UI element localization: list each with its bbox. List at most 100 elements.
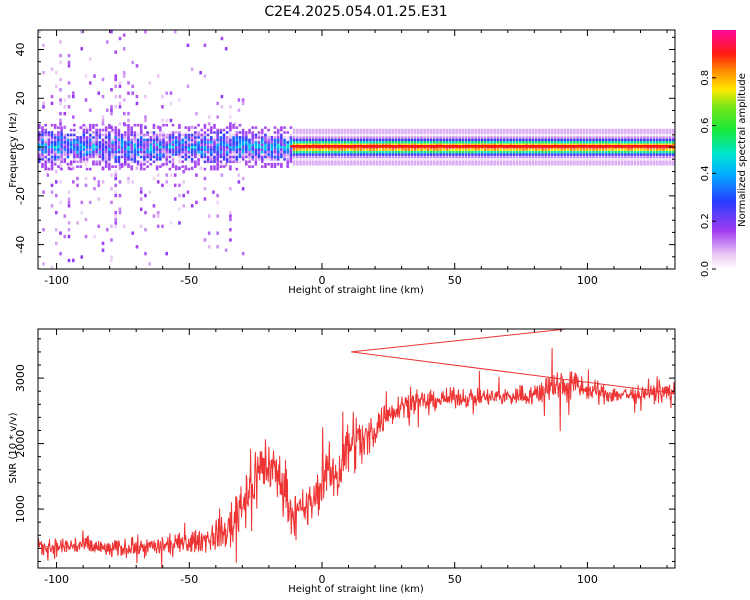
spectrogram-cell (127, 153, 130, 156)
spectrogram-cell (241, 138, 245, 142)
spectrogram-cell (50, 143, 54, 147)
spectrogram-cell (156, 173, 160, 177)
spectrogram-cell (136, 143, 140, 147)
spectrogram-cell (267, 145, 270, 149)
spectrogram-cell (207, 122, 211, 126)
spectrogram-cell (38, 153, 41, 156)
spectrogram-cell (206, 136, 210, 139)
spectrogram-cell (518, 140, 522, 144)
spectrogram-cell (73, 140, 76, 144)
spectrogram-cell (665, 136, 669, 139)
spectrogram-cell (611, 155, 614, 159)
spectrogram-cell (206, 160, 210, 164)
spectrogram-cell (334, 143, 337, 147)
spectrogram-cell (257, 155, 261, 159)
spectrogram-cell (410, 133, 414, 137)
spectrogram-cell (553, 128, 557, 132)
spectrogram-cell (404, 136, 407, 139)
spectrogram-cell (569, 131, 573, 134)
spectrogram-cell (378, 162, 382, 166)
spectrogram-cell (84, 74, 88, 78)
spectrogram-cell (224, 248, 228, 252)
spectrogram-cell (522, 143, 525, 147)
spectrogram-cell (104, 138, 108, 142)
spectrogram-cell (200, 128, 204, 132)
spectrogram-cell (190, 160, 194, 164)
spectrogram-cell (245, 131, 248, 134)
spectrogram-cell (525, 140, 528, 144)
spectrogram-cell (499, 155, 503, 159)
spectrogram-cell (372, 153, 376, 156)
spectrogram-cell (334, 148, 337, 151)
spectrogram-cell (260, 140, 264, 144)
spectrogram-cell (182, 193, 185, 198)
spectrogram-cell (464, 150, 468, 154)
spectrogram-cell (340, 133, 344, 137)
spectrogram-cell (123, 148, 127, 151)
spectrogram-cell (474, 153, 477, 156)
spectrogram-cell (47, 140, 51, 144)
spectrogram-cell (627, 153, 630, 156)
spectrogram-cell (592, 143, 595, 147)
spectrogram-cell (436, 140, 439, 144)
spectrogram-cell (47, 148, 51, 151)
spectrogram-cell (518, 155, 522, 159)
spectrogram-cell (222, 145, 226, 149)
spectrogram-cell (133, 160, 137, 164)
spectrogram-cell (582, 150, 586, 154)
spectrogram-cell (448, 133, 452, 137)
spectrogram-cell (426, 148, 430, 151)
spectrogram-cell (426, 153, 430, 156)
spectrogram-cell (92, 131, 95, 134)
spectrogram-cell (487, 138, 490, 142)
spectrogram-cell (302, 155, 305, 159)
spectrogram-cell (289, 150, 293, 154)
spectrogram-cell (178, 148, 181, 151)
spectrogram-cell (448, 140, 452, 144)
spectrogram-cell (139, 224, 143, 229)
spectrogram-cell (131, 84, 135, 89)
spectrogram-cell (209, 131, 213, 134)
spectrogram-cell (506, 136, 509, 139)
spectrogram-cell (60, 126, 63, 129)
spectrogram-cell (659, 140, 662, 144)
spectrogram-cell (566, 162, 570, 166)
spectrogram-cell (544, 162, 548, 166)
spectrogram-cell (375, 131, 379, 134)
spectrogram-cell (44, 165, 47, 168)
spectrogram-cell (273, 150, 277, 154)
spectrogram-cell (665, 162, 669, 166)
spectrogram-cell (614, 158, 618, 161)
spectrogram-cell (203, 145, 207, 149)
spectrogram-cell (439, 133, 442, 137)
spectrogram-cell (579, 148, 583, 151)
spectrogram-cell (582, 133, 586, 137)
spectrogram-cell (487, 160, 490, 164)
spectrogram-cell (423, 128, 426, 132)
spectrogram-cell (464, 128, 468, 132)
spectrogram-cell (130, 143, 133, 147)
spectrogram-cell (391, 136, 395, 139)
spectrogram-cell (436, 143, 439, 147)
spectrogram-cell (394, 162, 398, 166)
spectrogram-cell (187, 150, 191, 154)
spectrogram-cell (80, 200, 84, 205)
spectrogram-cell (197, 136, 200, 139)
spectrogram-cell (458, 140, 462, 144)
spectrogram-cell (589, 162, 592, 166)
spectrogram-cell (57, 153, 60, 156)
spectrogram-cell (235, 148, 239, 151)
spectrogram-cell (346, 138, 350, 142)
spectrogram-cell (308, 128, 312, 132)
spectrogram-cell (73, 136, 76, 139)
spectrogram-cell (219, 136, 223, 139)
spectrogram-cell (471, 133, 474, 137)
spectrogram-cell (445, 155, 449, 159)
spectrogram-cell (366, 138, 369, 142)
spectrogram-cell (187, 143, 191, 147)
spectrogram-cell (388, 128, 391, 132)
spectrogram-cell (467, 148, 471, 151)
spectrogram-cell (541, 148, 544, 151)
spectrogram-cell (280, 153, 283, 156)
spectrogram-cell (636, 162, 640, 166)
